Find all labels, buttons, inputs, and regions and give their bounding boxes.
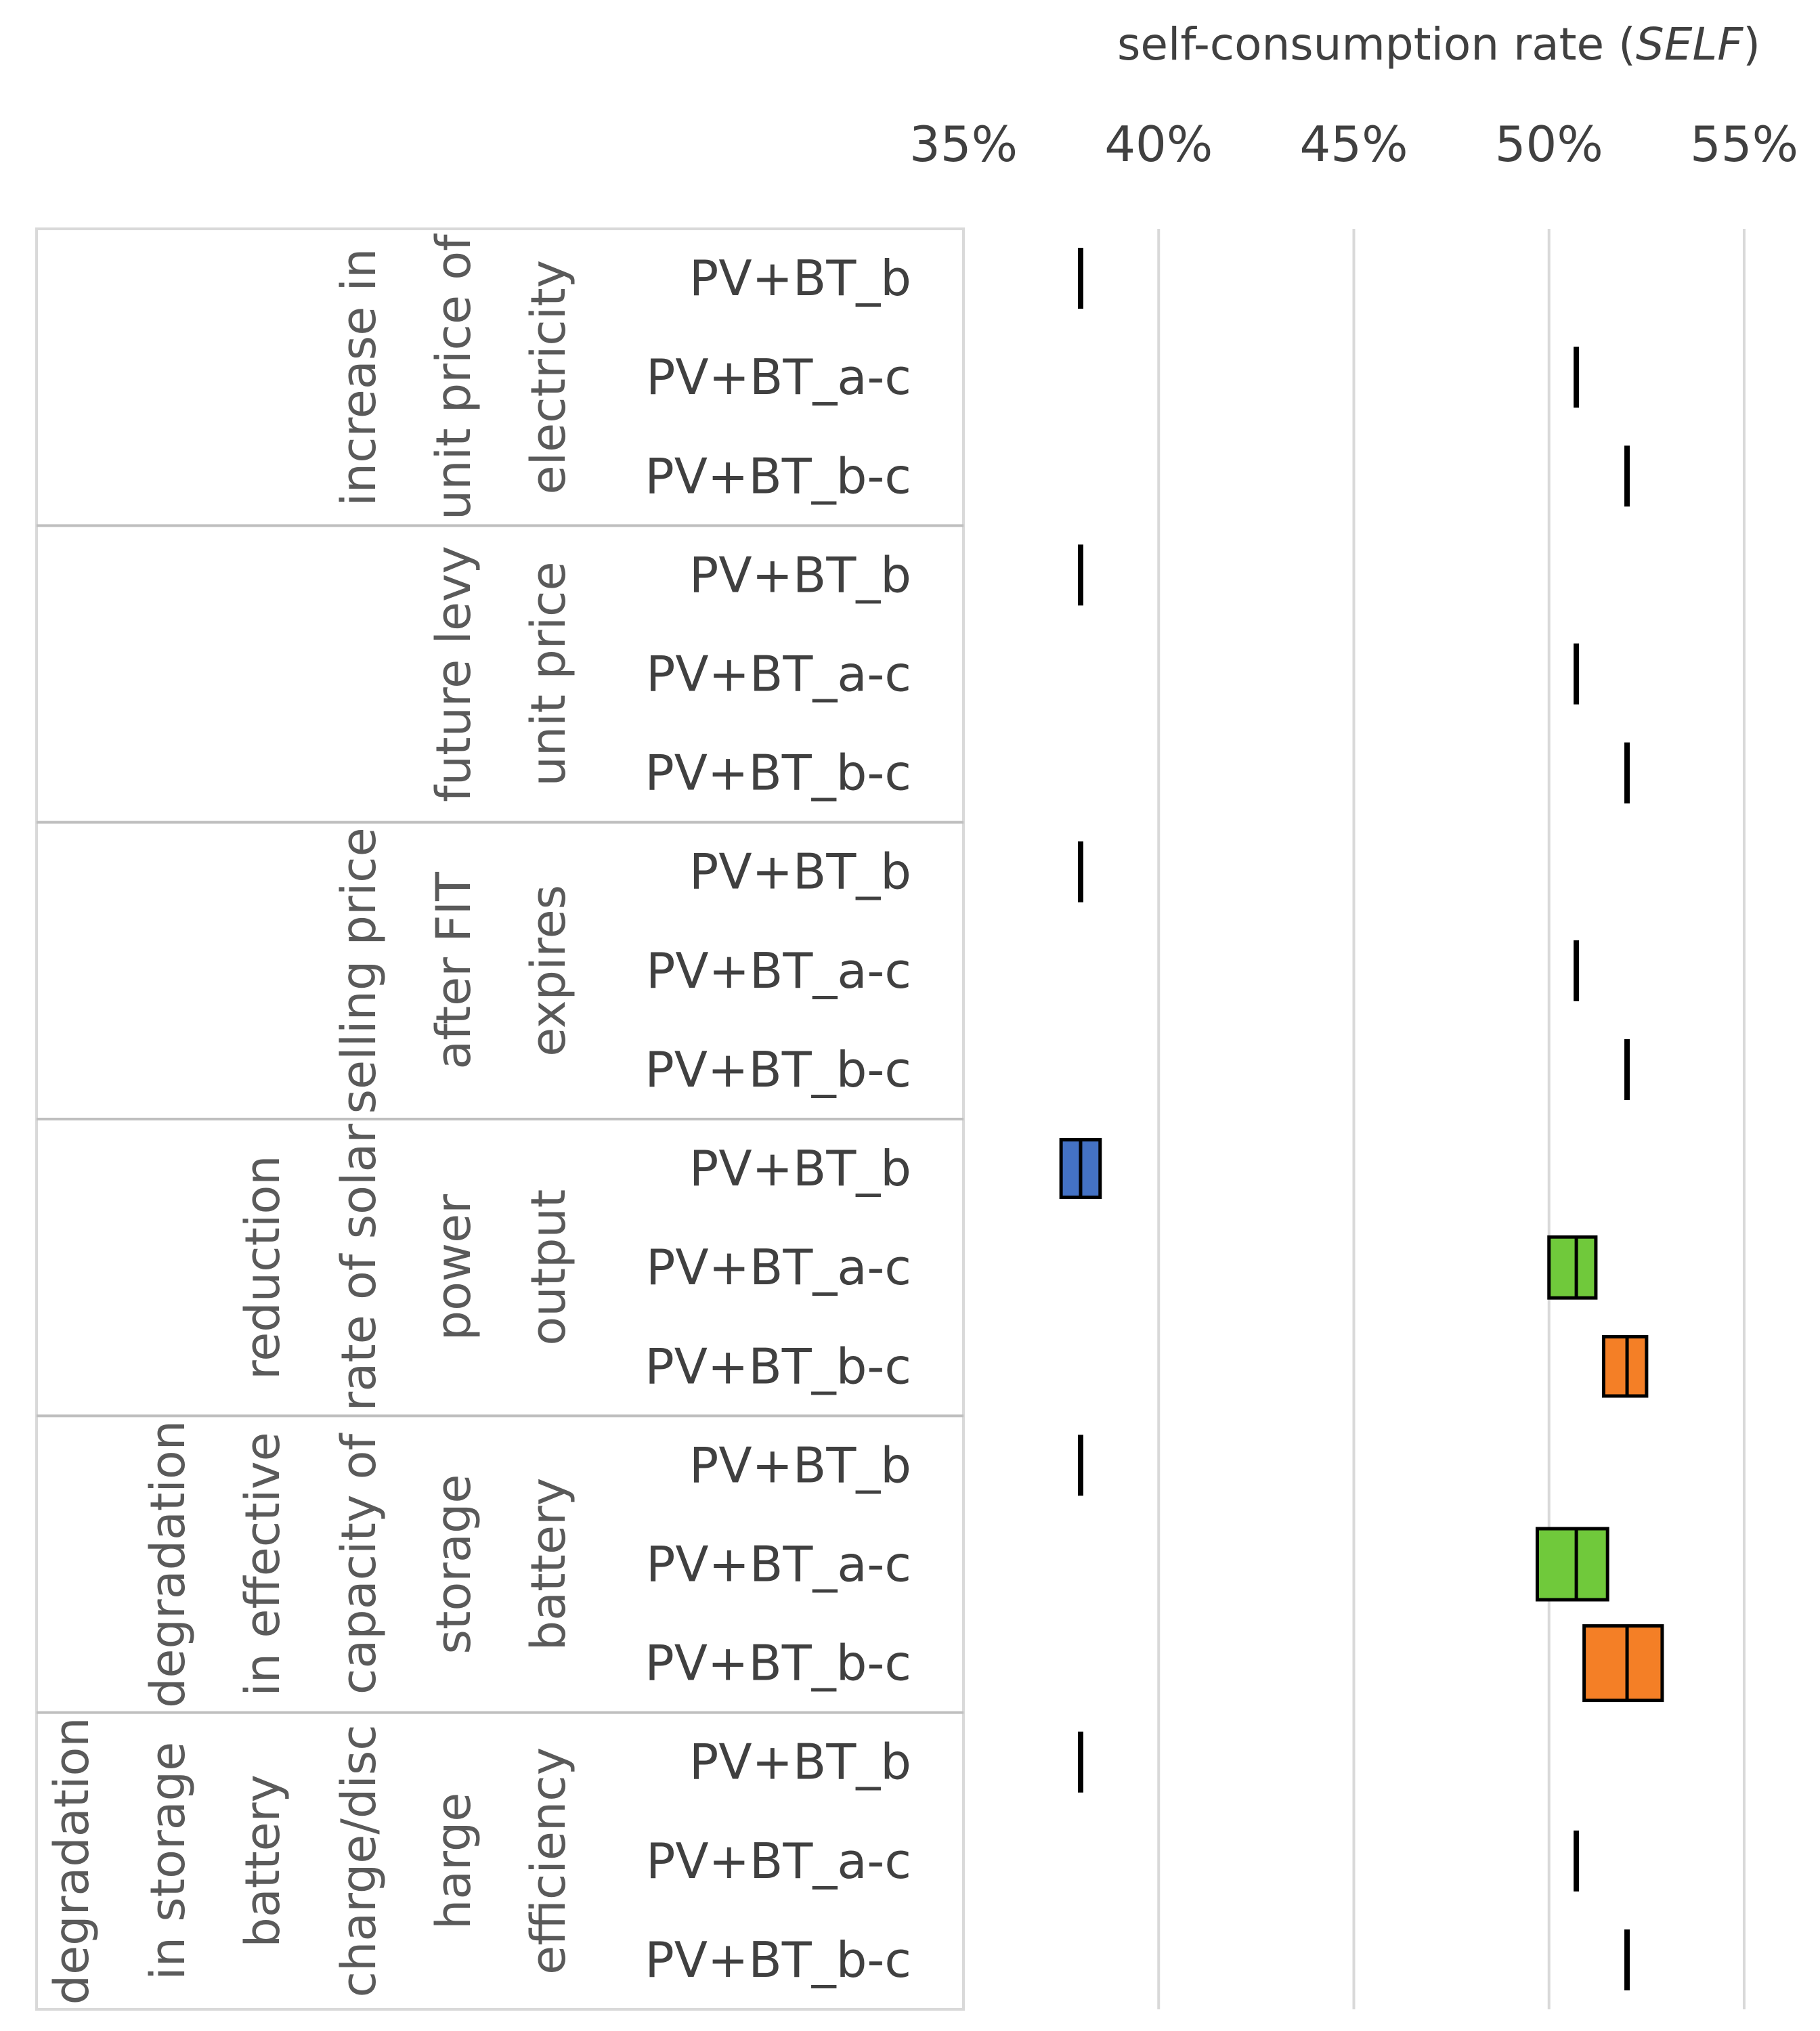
row-label: PV+BT_a-c — [646, 349, 911, 406]
group-label-line: output — [521, 1189, 576, 1346]
row-label: PV+BT_b-c — [645, 1338, 911, 1395]
data-marks — [1059, 248, 1664, 1990]
group-label-line: rate of solar — [331, 1124, 387, 1412]
group-label-line: unit price — [521, 561, 576, 786]
row-label: PV+BT_b-c — [645, 745, 911, 802]
group-label-line: capacity of — [331, 1433, 387, 1695]
row-label: PV+BT_b — [689, 250, 911, 307]
group-label-line: increase in — [331, 248, 387, 506]
row-label: PV+BT_a-c — [646, 1239, 911, 1296]
range-box — [1547, 1235, 1598, 1300]
x-tick-labels: 35% 40% 45% 50% 55% — [909, 116, 1798, 173]
row-label: PV+BT_b — [689, 1140, 911, 1197]
group-label-line: storage — [426, 1475, 481, 1655]
row-label: PV+BT_a-c — [646, 1536, 911, 1593]
group-label-line: after FIT — [426, 872, 481, 1070]
x-tick-label: 35% — [909, 116, 1018, 173]
group-label-line: reduction — [235, 1155, 290, 1380]
group-label-line: electricity — [521, 260, 576, 495]
group-label-line: efficiency — [521, 1747, 576, 1975]
row-label: PV+BT_b — [689, 844, 911, 900]
row-label: PV+BT_a-c — [646, 1833, 911, 1890]
group-label-line: battery — [235, 1774, 290, 1948]
row-label: PV+BT_b — [689, 546, 911, 603]
group-label-line: harge — [426, 1793, 481, 1929]
group-label-line: in effective — [235, 1432, 290, 1696]
row-label: PV+BT_b-c — [645, 447, 911, 504]
group-label-line: future levy — [426, 546, 481, 802]
row-label: PV+BT_b-c — [645, 1635, 911, 1692]
range-box — [1601, 1335, 1649, 1398]
group-label-line: charge/disc — [331, 1724, 387, 1997]
row-label: PV+BT_a-c — [646, 942, 911, 999]
range-box — [1535, 1527, 1609, 1602]
group-label-line: in storage — [140, 1742, 196, 1980]
row-label: PV+BT_b — [689, 1734, 911, 1791]
group-label-line: power — [426, 1194, 481, 1341]
category-table: increase in unit price of electricity PV+BT… — [35, 227, 965, 2011]
chart-title: self-consumption rate (SELF) — [1117, 18, 1760, 70]
x-tick-label: 45% — [1299, 116, 1408, 173]
group-label-line: unit price of — [426, 234, 481, 520]
row-label: PV+BT_a-c — [646, 646, 911, 703]
x-tick-label: 40% — [1104, 116, 1213, 173]
group-label-line: degradation — [44, 1717, 100, 2005]
row-label: PV+BT_b — [689, 1437, 911, 1493]
x-tick-label: 55% — [1690, 116, 1798, 173]
x-gridlines — [1157, 229, 1746, 2009]
row-label: PV+BT_b-c — [645, 1931, 911, 1988]
group-label-line: expires — [521, 885, 576, 1057]
row-label: PV+BT_b-c — [645, 1041, 911, 1098]
range-box — [1582, 1624, 1664, 1703]
group-label-line: battery — [521, 1478, 576, 1651]
group-label-line: degradation — [140, 1420, 196, 1708]
group-label-line: selling price — [331, 827, 387, 1114]
x-tick-label: 50% — [1495, 116, 1603, 173]
